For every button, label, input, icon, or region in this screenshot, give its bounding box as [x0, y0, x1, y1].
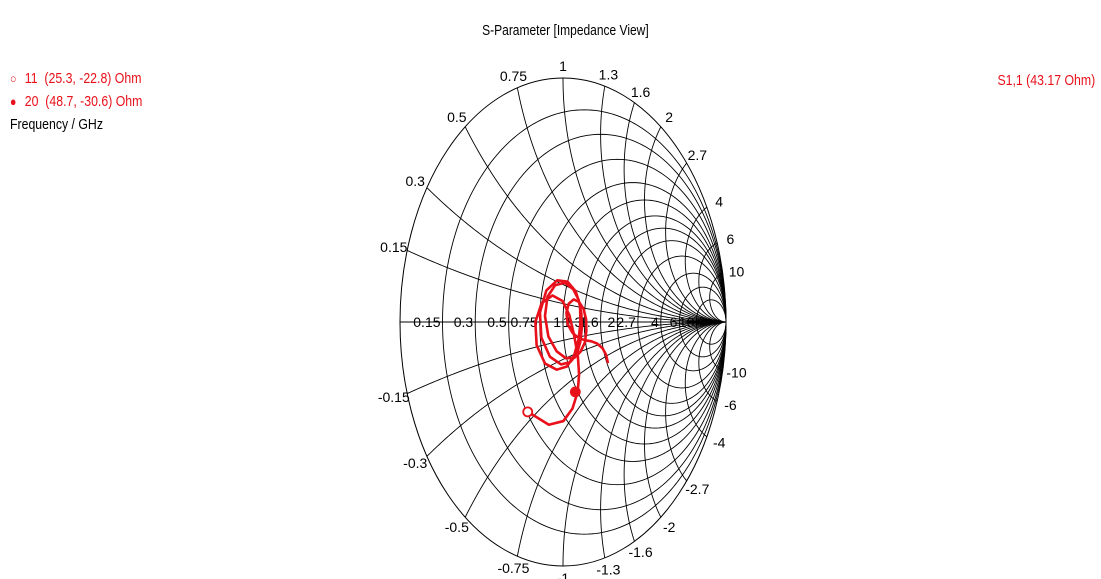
legend-frequency-unit: Frequency / GHz — [10, 116, 103, 133]
resistance-tick-label: 6 — [670, 314, 678, 330]
reactance-tick-label: 0.75 — [500, 68, 527, 84]
reactance-arc--2 — [644, 321, 727, 518]
reactance-arc-0.5 — [464, 126, 727, 323]
reactance-arc--10 — [709, 321, 727, 371]
series-label-s11: S1,1 (43.17 Ohm) — [997, 72, 1095, 89]
reactance-tick-label: -4 — [713, 434, 726, 450]
reactance-arc-4 — [684, 206, 727, 323]
resistance-tick-label: 1 — [553, 314, 561, 330]
reactance-tick-label: 1 — [559, 58, 567, 74]
reactance-arc--2.7 — [665, 321, 727, 482]
marker-20[interactable] — [569, 386, 581, 398]
reactance-tick-label: -10 — [726, 365, 746, 381]
reactance-arc--1.3 — [600, 321, 727, 558]
marker-frequency: 20 — [24, 93, 39, 110]
reactance-tick-label: 0.15 — [380, 239, 407, 255]
resistance-tick-label: 0.75 — [510, 314, 537, 330]
marker-legend: ○ 11 (25.3, -22.8) Ohm ● 20 (48.7, -30.6) … — [10, 70, 142, 139]
reactance-tick-label: 1.3 — [599, 67, 619, 83]
smith-labels: 0.15 0.3 0.5 0.75 1 11.31.6 2 2.7 4 6 100.150.30.5… — [378, 58, 747, 579]
reactance-arc-2 — [644, 126, 727, 323]
reactance-arc-2.7 — [665, 162, 727, 323]
reactance-tick-label: -6 — [724, 397, 737, 413]
marker-11[interactable] — [522, 406, 534, 418]
reactance-arc-10 — [709, 273, 727, 323]
reactance-tick-label: -0.3 — [403, 455, 427, 471]
resistance-tick-label: 10 — [679, 314, 695, 330]
reactance-tick-label: -2 — [663, 519, 676, 535]
reactance-tick-label: 4 — [715, 194, 723, 210]
reactance-tick-label: 1.6 — [631, 84, 651, 100]
reactance-arc--1.6 — [623, 321, 727, 542]
resistance-tick-label: 2.7 — [616, 314, 636, 330]
s11-curve — [527, 279, 610, 427]
reactance-arc-1 — [562, 78, 727, 323]
s11-trace — [522, 279, 610, 427]
legend-marker-20: ● 20 (48.7, -30.6) Ohm — [10, 93, 142, 116]
open-circle-marker-icon: ○ — [10, 71, 17, 86]
resistance-tick-label: 2 — [608, 314, 616, 330]
reactance-tick-label: 2.7 — [688, 147, 708, 163]
reactance-tick-label: 6 — [727, 231, 735, 247]
reactance-tick-label: 0.5 — [447, 109, 467, 125]
marker-value: (48.7, -30.6) Ohm — [45, 93, 143, 110]
resistance-tick-label: 1.6 — [579, 314, 599, 330]
reactance-tick-label: -0.75 — [497, 560, 529, 576]
reactance-arc--4 — [684, 321, 727, 438]
reactance-tick-label: -0.15 — [378, 389, 410, 405]
chart-title: S-Parameter [Impedance View] — [482, 22, 649, 39]
reactance-arc--0.5 — [464, 321, 727, 518]
legend-marker-11: ○ 11 (25.3, -22.8) Ohm — [10, 70, 142, 93]
smith-grid — [399, 77, 727, 567]
reactance-arc--0.75 — [516, 321, 727, 557]
reactance-arc-0.75 — [516, 87, 727, 323]
marker-value: (25.3, -22.8) Ohm — [44, 70, 142, 87]
resistance-tick-label: 4 — [651, 314, 659, 330]
reactance-tick-label: -1 — [557, 570, 570, 579]
filled-circle-marker-icon: ● — [10, 94, 17, 109]
resistance-tick-label: 0.3 — [454, 314, 474, 330]
resistance-tick-label: 0.5 — [487, 314, 507, 330]
reactance-tick-label: 2 — [665, 109, 673, 125]
reactance-arc--6 — [698, 321, 727, 402]
marker-frequency: 11 — [24, 70, 38, 87]
reactance-arc-1.3 — [600, 86, 727, 323]
reactance-tick-label: -0.5 — [445, 519, 469, 535]
reactance-tick-label: -2.7 — [685, 481, 709, 497]
reactance-tick-label: -1.6 — [628, 544, 652, 560]
reactance-arc-6 — [698, 242, 727, 323]
reactance-arc--1 — [562, 321, 727, 566]
reactance-arc-1.6 — [623, 102, 727, 323]
resistance-tick-label: 0.15 — [413, 314, 440, 330]
reactance-tick-label: -1.3 — [596, 561, 620, 577]
reactance-tick-label: 10 — [729, 263, 745, 279]
reactance-tick-label: 0.3 — [405, 173, 425, 189]
